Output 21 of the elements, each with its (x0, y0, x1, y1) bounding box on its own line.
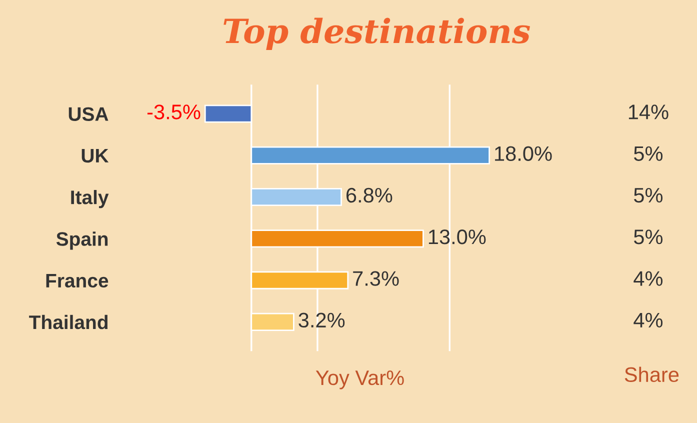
y-tick-label: France (46, 274, 108, 288)
y-tick-label: Spain (56, 232, 108, 250)
y-tick-label: Italy (71, 190, 109, 208)
text: 5% (634, 146, 663, 161)
data-label: 6.8% (346, 188, 392, 203)
y-tick-label: Thailand (29, 314, 108, 330)
text: 4% (634, 271, 663, 286)
y-tick-label: UK (82, 149, 109, 163)
text: 4% (634, 312, 663, 328)
data-label: 13.0% (428, 230, 486, 244)
data-label: 18.0% (495, 146, 552, 161)
text: Share (624, 366, 679, 382)
data-label: 7.3% (353, 271, 399, 286)
x-axis-title: Yoy Var% (316, 370, 404, 390)
y-tick-label: USA (68, 107, 108, 121)
text: 5% (634, 188, 663, 203)
chart-title: Top destinations (224, 18, 530, 50)
data-label: -3.5% (147, 104, 200, 120)
data-label: 3.2% (298, 312, 345, 328)
text: 5% (634, 230, 663, 244)
text: 14% (628, 104, 668, 120)
